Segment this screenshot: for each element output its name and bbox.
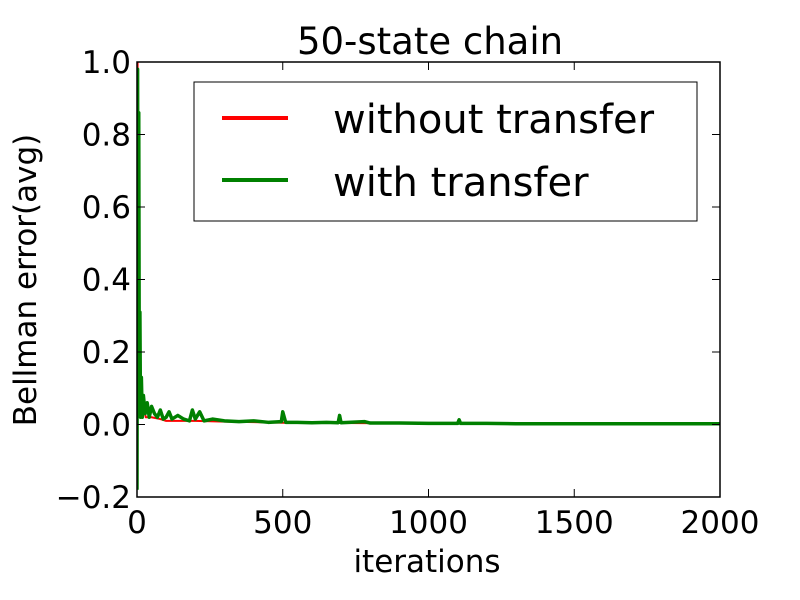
legend-box [193,81,698,222]
y-tick-label: 0.4 [82,263,131,299]
x-axis-label: iterations [353,544,500,580]
y-tick-label: 1.0 [82,45,131,81]
x-tick-label: 500 [253,505,312,541]
y-tick-label: 0.6 [82,190,131,226]
y-axis: −0.2 0.0 0.2 0.4 0.6 0.8 1.0 [56,45,720,516]
y-tick-label: −0.2 [56,480,131,516]
legend-label-without-transfer: without transfer [333,97,655,143]
y-tick-label: 0.2 [82,335,131,371]
x-tick-label: 0 [127,505,147,541]
x-tick-label: 1500 [535,505,614,541]
chart-title: 50-state chain [297,20,563,63]
series-line-with-transfer [137,67,720,490]
series-layer [137,62,720,490]
x-tick-label: 2000 [681,505,760,541]
x-axis: 0 500 1000 1500 2000 [127,62,759,541]
y-tick-label: 0.0 [82,408,131,444]
y-axis-label: Bellman error(avg) [8,134,44,427]
x-tick-label: 1000 [389,505,468,541]
y-tick-label: 0.8 [82,118,131,154]
legend-label-with-transfer: with transfer [333,160,589,206]
legend: without transfer with transfer [193,81,698,222]
